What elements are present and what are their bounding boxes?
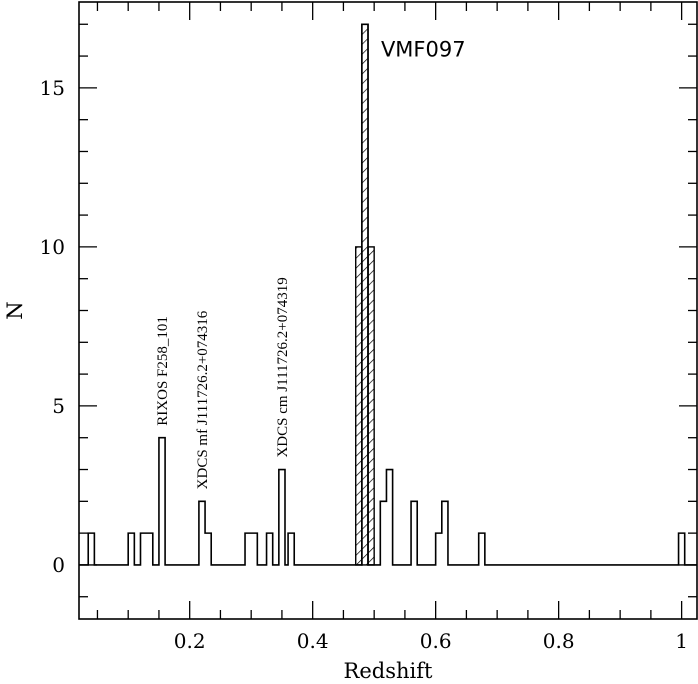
- histogram-step-line: [79, 23, 697, 566]
- hatched-bars: [355, 23, 375, 566]
- x-axis-label: Redshift: [344, 659, 433, 683]
- annotation-rixos: RIXOS F258_101: [155, 316, 171, 426]
- x-tick-label: 0.4: [297, 629, 329, 653]
- y-tick-label: 10: [40, 235, 65, 259]
- hatched-bar-1: [355, 246, 363, 566]
- y-axis-label: N: [3, 301, 27, 319]
- x-tick-label: 0.2: [174, 629, 206, 653]
- annotations: RIXOS F258_101 XDCS mf J111726.2+074316 XD…: [155, 37, 466, 489]
- hatched-bar-2: [367, 246, 375, 566]
- y-tick-label: 0: [52, 553, 65, 577]
- x-tick-label: 0.8: [543, 629, 575, 653]
- annotation-xdcs-mf: XDCS mf J111726.2+074316: [195, 310, 211, 489]
- axis-ticks: [79, 2, 697, 619]
- y-tick-label: 5: [52, 394, 65, 418]
- annotation-vmf097: VMF097: [381, 37, 466, 61]
- hatched-bar-0: [361, 23, 369, 566]
- x-tick-label: 0.6: [420, 629, 452, 653]
- y-tick-label: 15: [40, 76, 65, 100]
- x-tick-label: 1: [675, 629, 688, 653]
- annotation-xdcs-cm: XDCS cm J111726.2+074319: [275, 277, 291, 457]
- plot-frame: [78, 1, 698, 620]
